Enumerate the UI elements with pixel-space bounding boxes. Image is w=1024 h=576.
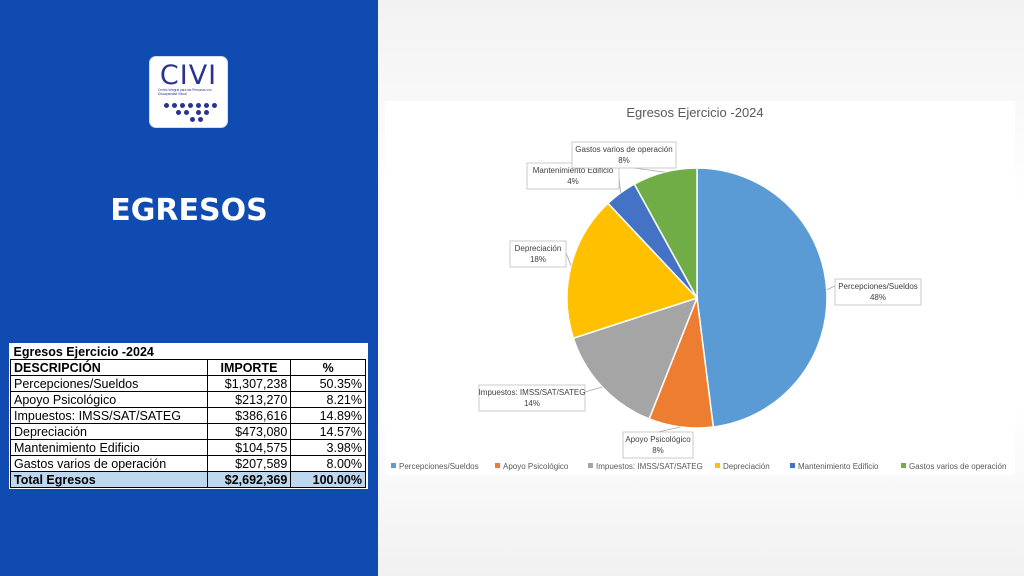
row-description: Gastos varios de operación bbox=[10, 455, 208, 472]
total-percent: 100.00% bbox=[290, 471, 366, 488]
braille-dot bbox=[180, 103, 185, 108]
column-header-description: DESCRIPCIÓN bbox=[10, 359, 208, 376]
row-amount: $473,080 bbox=[206, 423, 292, 440]
braille-dot bbox=[188, 103, 193, 108]
data-label-name: Mantenimiento Edificio bbox=[533, 166, 614, 175]
legend-entry: Apoyo Psicológico bbox=[503, 462, 569, 471]
data-label-box bbox=[622, 431, 694, 459]
civi-logo: CIVI Centro Integral para las Personas c… bbox=[150, 57, 227, 127]
braille-dot bbox=[190, 117, 195, 122]
leader-line bbox=[657, 426, 681, 433]
row-description: Mantenimiento Edificio bbox=[10, 439, 208, 456]
legend-swatch bbox=[790, 463, 795, 468]
row-percent: 3.98% bbox=[290, 439, 366, 456]
data-label-value: 8% bbox=[652, 446, 664, 455]
data-label-name: Depreciación bbox=[515, 244, 562, 253]
row-description: Impuestos: IMSS/SAT/SATEG bbox=[10, 407, 208, 424]
braille-dot bbox=[196, 110, 201, 115]
row-amount: $104,575 bbox=[206, 439, 292, 456]
braille-dot bbox=[212, 103, 217, 108]
total-label: Total Egresos bbox=[10, 471, 208, 488]
row-description: Depreciación bbox=[10, 423, 208, 440]
table-row: Percepciones/Sueldos $1,307,238 50.35% bbox=[10, 375, 366, 392]
data-label-value: 4% bbox=[567, 177, 579, 186]
legend-entry: Depreciación bbox=[723, 462, 770, 471]
row-percent: 8.21% bbox=[290, 391, 366, 408]
braille-dot bbox=[204, 103, 209, 108]
pie-slice-percepciones bbox=[696, 167, 828, 428]
table-row: Apoyo Psicológico $213,270 8.21% bbox=[10, 391, 366, 408]
legend-swatch bbox=[391, 463, 396, 468]
table-row: Gastos varios de operación $207,589 8.00… bbox=[10, 455, 366, 472]
leader-line bbox=[565, 252, 572, 266]
legend-swatch bbox=[495, 463, 500, 468]
data-label-box bbox=[571, 141, 677, 169]
legend-entry: Impuestos: IMSS/SAT/SATEG bbox=[596, 462, 703, 471]
data-label-box bbox=[834, 278, 922, 306]
braille-dot bbox=[172, 103, 177, 108]
row-amount: $1,307,238 bbox=[206, 375, 292, 392]
data-label-box bbox=[509, 240, 567, 268]
leader-line bbox=[584, 386, 603, 393]
row-amount: $386,616 bbox=[206, 407, 292, 424]
row-percent: 50.35% bbox=[290, 375, 366, 392]
leader-line bbox=[633, 167, 665, 173]
legend-entry: Gastos varios de operación bbox=[909, 462, 1006, 471]
legend-swatch bbox=[588, 463, 593, 468]
data-label-name: Gastos varios de operación bbox=[575, 145, 672, 154]
row-percent: 14.57% bbox=[290, 423, 366, 440]
row-percent: 14.89% bbox=[290, 407, 366, 424]
chart-title: Egresos Ejercicio -2024 bbox=[626, 105, 763, 120]
row-percent: 8.00% bbox=[290, 455, 366, 472]
left-panel: CIVI Centro Integral para las Personas c… bbox=[0, 0, 378, 576]
row-description: Apoyo Psicológico bbox=[10, 391, 208, 408]
pie-chart: Egresos Ejercicio -2024 Percepciones/Suel… bbox=[391, 105, 1006, 471]
data-label-name: Impuestos: IMSS/SAT/SATEG bbox=[479, 388, 586, 397]
slide-title: EGRESOS bbox=[110, 193, 268, 228]
data-label-value: 8% bbox=[618, 156, 630, 165]
leader-line bbox=[826, 285, 836, 291]
data-label-value: 18% bbox=[530, 255, 546, 264]
table-total-row: Total Egresos $2,692,369 100.00% bbox=[10, 471, 366, 488]
column-header-amount: IMPORTE bbox=[206, 359, 292, 376]
data-label-name: Apoyo Psicológico bbox=[625, 435, 691, 444]
data-label-box bbox=[478, 384, 586, 412]
data-label-name: Percepciones/Sueldos bbox=[838, 282, 918, 291]
legend-entry: Percepciones/Sueldos bbox=[399, 462, 479, 471]
column-header-percent: % bbox=[290, 359, 366, 376]
table-row: Impuestos: IMSS/SAT/SATEG $386,616 14.89… bbox=[10, 407, 366, 424]
logo-name: CIVI bbox=[159, 60, 218, 91]
legend-entry: Mantenimiento Edificio bbox=[798, 462, 879, 471]
table-row: Mantenimiento Edificio $104,575 3.98% bbox=[10, 439, 366, 456]
row-amount: $207,589 bbox=[206, 455, 292, 472]
row-amount: $213,270 bbox=[206, 391, 292, 408]
braille-dot bbox=[204, 110, 209, 115]
total-amount: $2,692,369 bbox=[206, 471, 292, 488]
expenses-table: Egresos Ejercicio -2024 DESCRIPCIÓN IMPO… bbox=[9, 343, 368, 489]
legend-swatch bbox=[715, 463, 720, 468]
row-description: Percepciones/Sueldos bbox=[10, 375, 208, 392]
table-caption: Egresos Ejercicio -2024 bbox=[13, 344, 154, 359]
logo-subtitle: Centro Integral para las Personas con Di… bbox=[158, 88, 212, 96]
braille-dot bbox=[184, 110, 189, 115]
legend-swatch bbox=[901, 463, 906, 468]
data-label-value: 48% bbox=[870, 293, 886, 302]
table-row: Depreciación $473,080 14.57% bbox=[10, 423, 366, 440]
braille-dot bbox=[196, 103, 201, 108]
braille-dot bbox=[198, 117, 203, 122]
braille-dot bbox=[176, 110, 181, 115]
table-header-row: DESCRIPCIÓN IMPORTE % bbox=[10, 359, 366, 376]
braille-dot bbox=[164, 103, 169, 108]
pie-chart-panel: Egresos Ejercicio -2024 Percepciones/Suel… bbox=[385, 101, 1015, 475]
data-label-value: 14% bbox=[524, 399, 540, 408]
